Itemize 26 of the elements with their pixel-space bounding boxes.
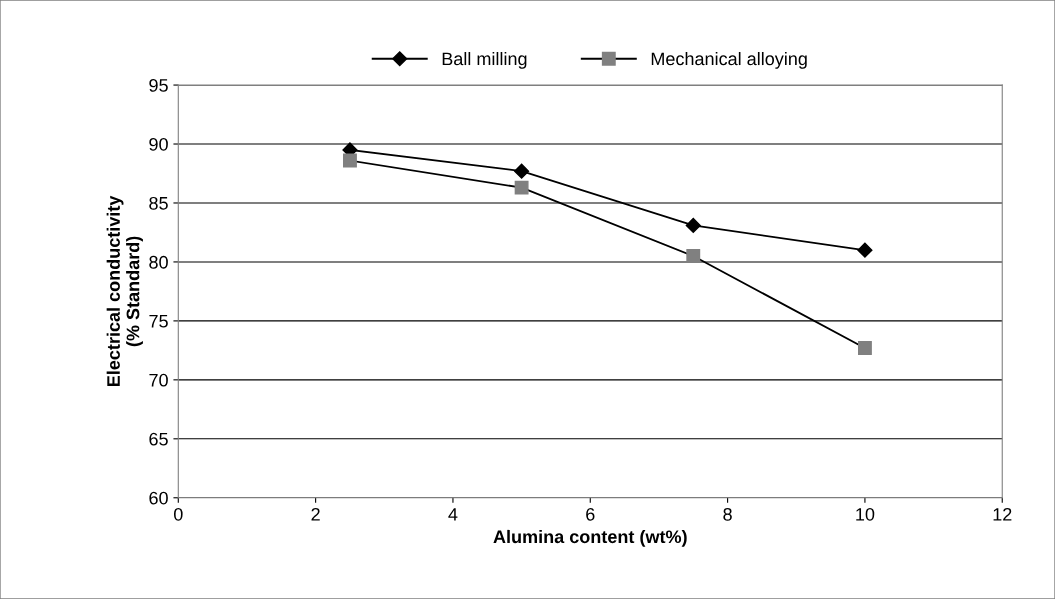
y-tick-label: 95 (149, 78, 168, 92)
x-tick-label: 10 (856, 507, 875, 521)
x-tick-label: 6 (586, 507, 595, 521)
y-tick-label: 75 (149, 315, 168, 328)
y-tick-label: 85 (149, 196, 168, 210)
x-tick-label: 8 (723, 507, 732, 521)
legend-label: Ball milling (442, 51, 527, 69)
y-tick-label: 60 (149, 491, 168, 505)
point (857, 341, 872, 355)
y-tick-label: 70 (149, 373, 168, 387)
x-tick-label: 12 (993, 507, 1012, 521)
x-tick-label: 4 (448, 508, 458, 521)
x-tick-label: 2 (311, 507, 320, 521)
point (685, 217, 701, 233)
x-axis-title: Alumina content (wt%) (493, 529, 687, 547)
point (857, 242, 873, 258)
point (343, 153, 357, 168)
y-axis-title: Electrical conductivity (% Standard) (106, 195, 143, 387)
x-tick-label: 0 (173, 507, 183, 521)
point (686, 249, 701, 263)
y-tick-label: 65 (149, 432, 168, 446)
legend-label: Mechanical alloying (651, 51, 807, 69)
y-tick-label: 90 (149, 137, 168, 151)
y-tick-label: 80 (149, 255, 168, 269)
point (514, 163, 530, 179)
point (514, 180, 529, 195)
